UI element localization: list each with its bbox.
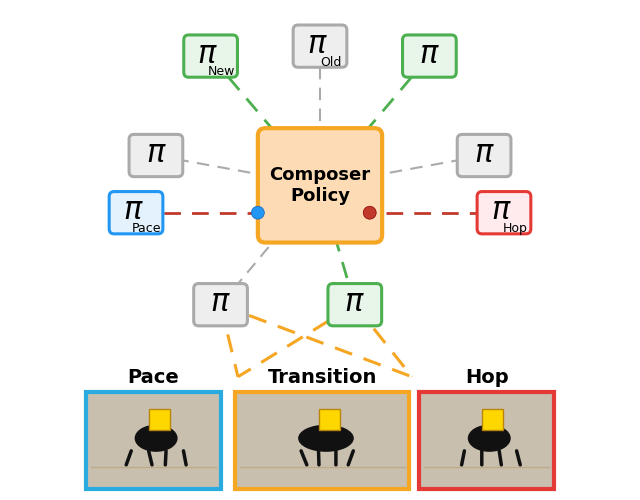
Text: $\pi$: $\pi$ <box>197 38 218 70</box>
Text: $\pi$: $\pi$ <box>145 138 166 169</box>
Text: New: New <box>208 66 236 78</box>
Text: Hop: Hop <box>502 222 527 235</box>
Text: Old: Old <box>320 56 342 68</box>
Ellipse shape <box>298 424 354 452</box>
FancyBboxPatch shape <box>236 392 410 488</box>
Text: Pace: Pace <box>132 222 162 235</box>
Text: Pace: Pace <box>127 368 179 386</box>
FancyBboxPatch shape <box>419 392 554 488</box>
Text: Hop: Hop <box>465 368 508 386</box>
FancyBboxPatch shape <box>403 35 456 77</box>
FancyBboxPatch shape <box>293 25 347 68</box>
FancyBboxPatch shape <box>328 284 381 326</box>
FancyBboxPatch shape <box>477 192 531 234</box>
FancyBboxPatch shape <box>86 392 221 488</box>
Text: $\pi$: $\pi$ <box>419 38 440 70</box>
FancyBboxPatch shape <box>194 284 248 326</box>
Text: Composer
Policy: Composer Policy <box>269 166 371 205</box>
Text: $\pi$: $\pi$ <box>123 195 143 226</box>
Text: $\pi$: $\pi$ <box>210 287 231 318</box>
FancyBboxPatch shape <box>319 408 340 430</box>
Ellipse shape <box>134 424 177 452</box>
Text: $\pi$: $\pi$ <box>491 195 511 226</box>
Text: Transition: Transition <box>268 368 377 386</box>
Circle shape <box>364 206 376 219</box>
Text: $\pi$: $\pi$ <box>474 138 495 169</box>
FancyBboxPatch shape <box>457 134 511 176</box>
FancyBboxPatch shape <box>149 408 170 430</box>
Ellipse shape <box>468 424 511 452</box>
FancyBboxPatch shape <box>109 192 163 234</box>
FancyBboxPatch shape <box>483 408 503 430</box>
FancyBboxPatch shape <box>258 128 382 242</box>
Circle shape <box>252 206 264 219</box>
FancyBboxPatch shape <box>184 35 237 77</box>
FancyBboxPatch shape <box>129 134 183 176</box>
Text: $\pi$: $\pi$ <box>344 287 365 318</box>
Text: $\pi$: $\pi$ <box>307 28 328 60</box>
